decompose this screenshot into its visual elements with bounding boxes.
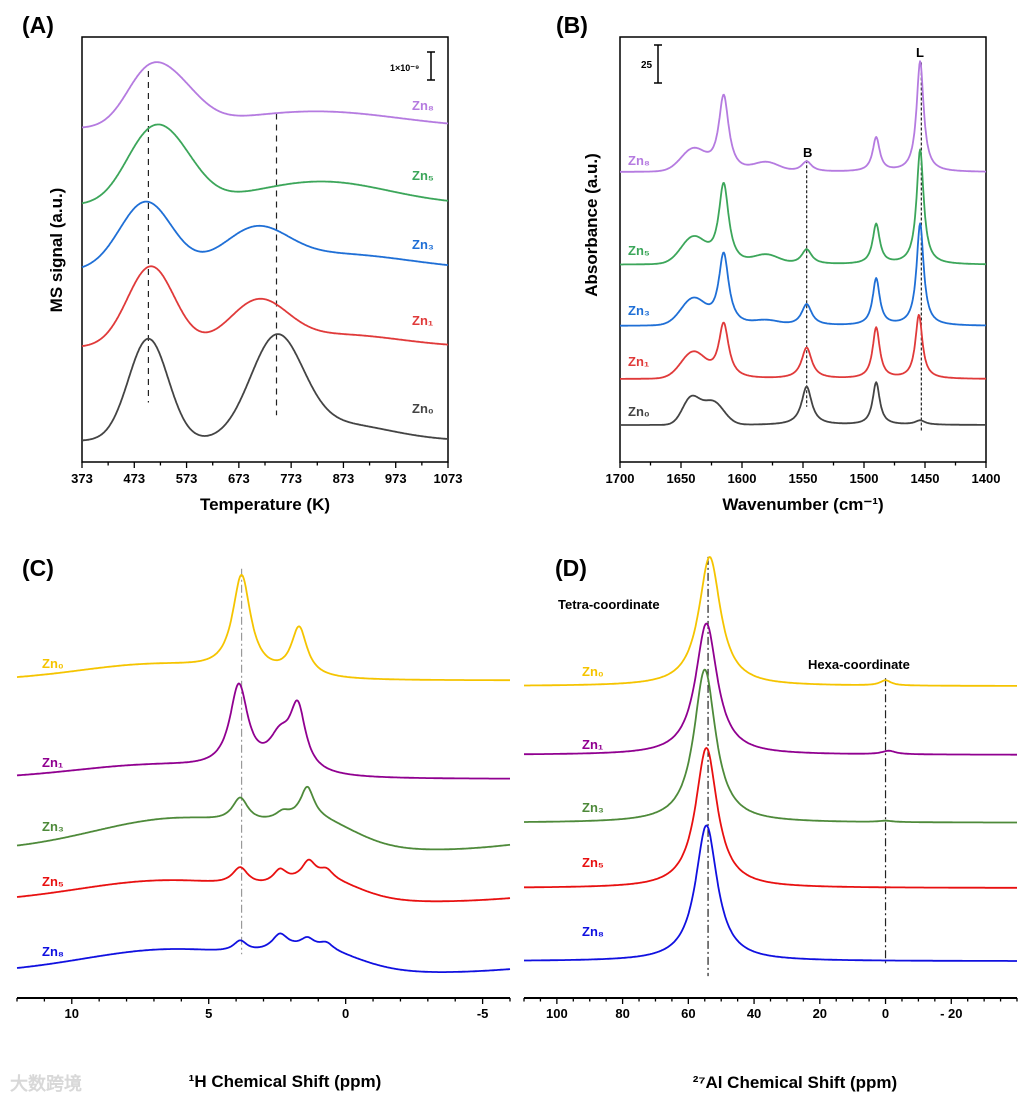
plot-frame <box>81 36 449 463</box>
chart-marks: 10 5 0 -5 Zn₀ Zn₁ Zn₃ Zn₅ Zn₈ <box>16 568 511 1021</box>
x-tick-label: 1650 <box>667 471 696 486</box>
series-line <box>81 61 449 129</box>
scale-bar-label: 25 <box>641 60 653 71</box>
series-line <box>16 574 510 682</box>
x-tick-label: 40 <box>747 1006 761 1021</box>
series-line <box>619 60 987 173</box>
x-tick-label: 1500 <box>850 471 879 486</box>
y-axis-title: Absorbance (a.u.) <box>582 153 601 297</box>
x-tick-label: 5 <box>205 1006 212 1021</box>
x-axis-title: Wavenumber (cm⁻¹) <box>722 495 883 514</box>
series-label: Zn₁ <box>412 313 433 328</box>
panel-label: (D) <box>555 555 587 581</box>
chart-marks: 1700 1650 1600 1550 1500 1450 1400 Zn₈ Zn₅ Zn₃ Zn₁… <box>606 60 1001 486</box>
series-label: Zn₈ <box>412 98 434 113</box>
y-axis-title: MS signal (a.u.) <box>47 188 66 313</box>
x-axis-title: Temperature (K) <box>200 495 330 514</box>
x-tick-label: 20 <box>813 1006 827 1021</box>
x-tick-label: 0 <box>342 1006 349 1021</box>
bronsted-annotation: B <box>803 145 812 160</box>
x-axis-title: ²⁷Al Chemical Shift (ppm) <box>693 1073 897 1092</box>
series-label: Zn₀ <box>42 656 64 671</box>
series-line <box>524 668 1017 824</box>
series-line <box>16 682 510 780</box>
series-line <box>524 824 1017 962</box>
series-line <box>524 747 1017 889</box>
series-label: Zn₁ <box>42 755 63 770</box>
panel-label: (B) <box>556 12 588 38</box>
panel-c: (C) ¹H Chemical Shift (ppm) 大数跨境 10 5 0 -5 Z… <box>10 555 511 1094</box>
x-tick-label: 100 <box>546 1006 568 1021</box>
x-tick-label: 1600 <box>728 471 757 486</box>
scale-bar <box>654 44 662 84</box>
panel-label: (A) <box>22 12 54 38</box>
panel-a: (A) Temperature (K) MS signal (a.u.) 1×1… <box>22 12 462 514</box>
panel-b: (B) Wavenumber (cm⁻¹) Absorbance (a.u.) … <box>556 12 1000 514</box>
x-tick-label: 1700 <box>606 471 635 486</box>
series-line <box>81 123 449 205</box>
series-label: Zn₀ <box>628 404 650 419</box>
x-tick-label: 10 <box>65 1006 79 1021</box>
x-tick-label: 973 <box>385 471 407 486</box>
watermark: 大数跨境 <box>10 1073 82 1094</box>
scale-bar-label: 1×10⁻⁹ <box>390 63 419 73</box>
x-tick-label: 673 <box>228 471 250 486</box>
x-tick-label: 1073 <box>434 471 463 486</box>
series-line <box>16 785 511 851</box>
x-tick-label: 773 <box>280 471 302 486</box>
series-line <box>16 932 511 973</box>
series-label: Zn₃ <box>412 237 434 252</box>
chart-marks: 373 473 573 673 773 873 973 1073 Zn₈ Zn₅ Zn₃ Zn₁ Zn₀ <box>71 61 463 486</box>
scale-bar <box>427 51 435 81</box>
series-label: Zn₈ <box>42 944 64 959</box>
series-label: Zn₅ <box>628 243 650 258</box>
x-tick-label: 60 <box>681 1006 695 1021</box>
series-line <box>619 148 987 266</box>
x-tick-label: 873 <box>333 471 355 486</box>
series-label: Zn₅ <box>582 855 604 870</box>
series-line <box>619 314 987 380</box>
series-label: Zn₅ <box>412 168 434 183</box>
x-tick-label: 80 <box>615 1006 629 1021</box>
series-line <box>81 265 449 348</box>
series-line <box>524 556 1017 687</box>
x-tick-label: 1450 <box>911 471 940 486</box>
series-line <box>81 200 449 269</box>
series-line <box>81 333 449 442</box>
x-tick-label: 573 <box>176 471 198 486</box>
series-label: Zn₃ <box>42 819 64 834</box>
x-tick-label: 1400 <box>972 471 1001 486</box>
x-axis-title: ¹H Chemical Shift (ppm) <box>189 1072 382 1091</box>
tetra-annotation: Tetra-coordinate <box>558 597 660 612</box>
series-label: Zn₈ <box>628 153 650 168</box>
series-line <box>619 381 987 426</box>
series-line <box>16 858 511 903</box>
x-tick-label: 0 <box>882 1006 889 1021</box>
x-tick-label: -5 <box>477 1006 489 1021</box>
x-tick-label: - 20 <box>940 1006 962 1021</box>
series-label: Zn₃ <box>582 800 604 815</box>
series-label: Zn₀ <box>582 664 604 679</box>
series-label: Zn₈ <box>582 924 604 939</box>
panel-d: (D) ²⁷Al Chemical Shift (ppm) Tetra-coor… <box>523 555 1018 1092</box>
hexa-annotation: Hexa-coordinate <box>808 657 910 672</box>
series-label: Zn₁ <box>582 737 603 752</box>
series-line <box>524 622 1017 756</box>
x-tick-label: 373 <box>71 471 93 486</box>
panel-label: (C) <box>22 555 54 581</box>
series-label: Zn₀ <box>412 401 434 416</box>
lewis-annotation: L <box>916 45 924 60</box>
series-label: Zn₃ <box>628 303 650 318</box>
series-line <box>619 222 987 327</box>
x-tick-label: 473 <box>123 471 145 486</box>
chart-marks: 100 80 60 40 20 0 - 20 Zn₀ Zn₁ Zn₃ Zn₅ Zn₈ <box>523 556 1018 1021</box>
series-label: Zn₁ <box>628 354 649 369</box>
x-tick-label: 1550 <box>789 471 818 486</box>
series-label: Zn₅ <box>42 874 64 889</box>
